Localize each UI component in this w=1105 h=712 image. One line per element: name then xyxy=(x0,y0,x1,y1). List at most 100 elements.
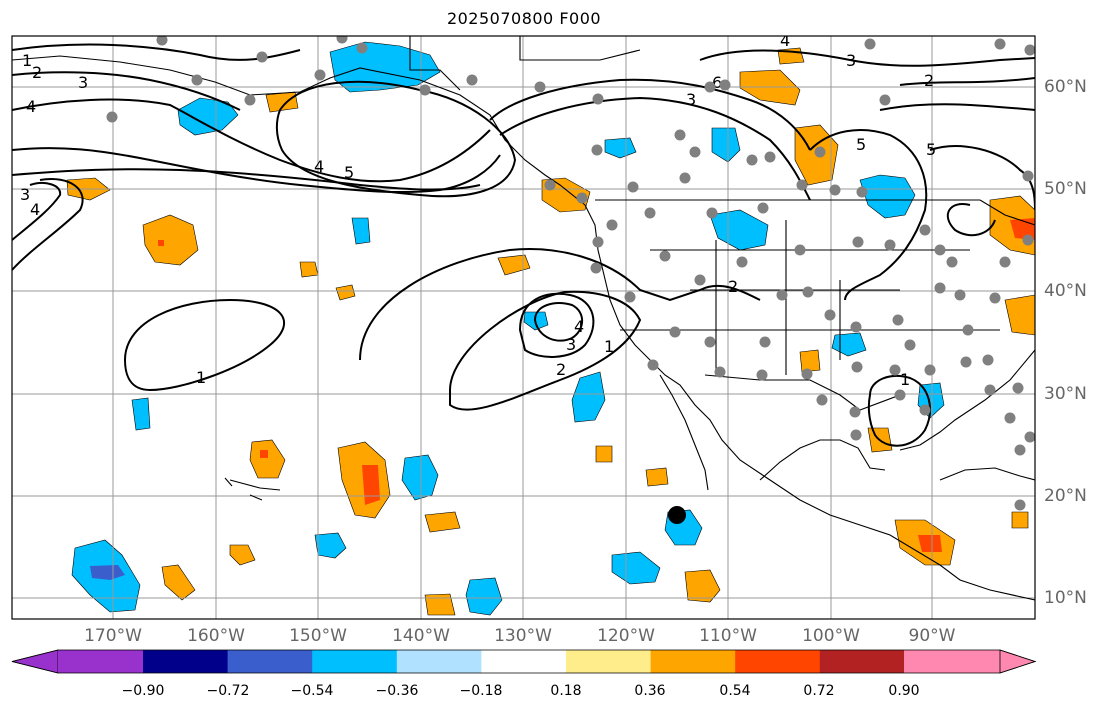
station-dot xyxy=(954,289,966,301)
colorbar-tick-label: 0.18 xyxy=(550,683,582,699)
lon-label: 90°W xyxy=(908,626,956,646)
negative-anomaly-area xyxy=(314,532,347,559)
colorbar-segment xyxy=(904,650,1000,673)
station-dot xyxy=(694,274,706,286)
station-dot xyxy=(999,256,1011,268)
station-dot xyxy=(934,244,946,256)
station-dot xyxy=(544,179,556,191)
station-dot xyxy=(314,69,326,81)
colorbar-tick-label: 0.54 xyxy=(719,683,751,699)
positive-anomaly-area xyxy=(645,467,669,487)
station-dot xyxy=(814,146,826,158)
station-dot xyxy=(1022,170,1034,182)
positive-anomaly-area xyxy=(684,569,721,603)
lon-label: 120°W xyxy=(597,626,655,646)
station-dot xyxy=(850,321,862,333)
station-dot xyxy=(904,339,916,351)
station-dot xyxy=(984,384,996,396)
negative-anomaly-area xyxy=(329,41,441,93)
contour-label: 3 xyxy=(78,73,88,92)
colorbar-segment xyxy=(58,650,143,673)
contour-label: 2 xyxy=(32,63,42,82)
negative-anomaly-area xyxy=(711,127,741,163)
station-dot xyxy=(704,81,716,93)
station-dot xyxy=(659,250,671,262)
colorbar-segment xyxy=(650,650,736,673)
station-dot xyxy=(592,236,604,248)
station-dot xyxy=(606,219,618,231)
coastlines xyxy=(12,36,1035,601)
colorbar-segment xyxy=(312,650,398,673)
station-dot xyxy=(534,81,546,93)
station-dot xyxy=(850,429,862,441)
contour-label: 4 xyxy=(780,31,790,50)
lon-label: 160°W xyxy=(187,626,245,646)
positive-anomaly-area xyxy=(335,284,356,301)
contour-label: 4 xyxy=(30,200,40,219)
positive-anomaly-area xyxy=(497,254,531,276)
colorbar-segment xyxy=(481,650,567,673)
lat-label: 40°N xyxy=(1044,281,1087,301)
negative-anomaly-area xyxy=(351,217,371,245)
station-dot xyxy=(156,36,168,46)
station-dot xyxy=(919,224,931,236)
station-dot xyxy=(756,369,768,381)
station-dot xyxy=(1012,382,1024,394)
negative-anomaly-area xyxy=(859,174,916,219)
station-dot xyxy=(689,146,701,158)
station-dot xyxy=(994,38,1006,50)
anomaly-contours xyxy=(12,43,1035,447)
colorbar-outline xyxy=(11,649,1037,674)
contour-label: 4 xyxy=(314,157,324,176)
contour-label: 3 xyxy=(846,51,856,70)
lat-lon-grid xyxy=(12,36,1035,619)
positive-anomaly-area xyxy=(299,261,319,278)
highlighted-location-marker[interactable] xyxy=(668,506,686,524)
contour-label: 3 xyxy=(566,335,576,354)
station-dot xyxy=(419,84,431,96)
positive-anomaly-area xyxy=(142,214,199,266)
colorbar-tick-label: −0.36 xyxy=(375,683,419,699)
colorbar xyxy=(11,649,1037,674)
station-dot xyxy=(802,286,814,298)
station-dot xyxy=(466,74,478,86)
station-dot xyxy=(624,291,636,303)
positive-anomaly-area xyxy=(595,445,613,463)
colorbar-tick-label: 0.36 xyxy=(634,683,666,699)
positive-anomaly-area xyxy=(249,439,286,479)
contour-label: 5 xyxy=(856,135,866,154)
station-dot xyxy=(764,151,776,163)
station-dot xyxy=(982,354,994,366)
station-dot xyxy=(1014,444,1026,456)
positive-anomaly-area xyxy=(265,91,299,113)
contour-label: 5 xyxy=(344,163,354,182)
station-dot xyxy=(1014,499,1026,511)
station-dot xyxy=(647,359,659,371)
lon-label: 140°W xyxy=(392,626,450,646)
positive-anomaly-area xyxy=(260,450,268,458)
station-dot xyxy=(627,181,639,193)
positive-anomaly-area xyxy=(1010,218,1035,240)
station-dot xyxy=(714,366,726,378)
contour-label: 3 xyxy=(20,185,30,204)
station-dot xyxy=(924,364,936,376)
contour-labels: 1 2 3 4 3 4 4 5 1 2 3 4 1 3 6 5 5 3 2 2 … xyxy=(20,31,936,389)
station-dot xyxy=(759,336,771,348)
negative-anomaly-area xyxy=(571,371,606,423)
station-dot xyxy=(356,42,368,54)
contour-label: 1 xyxy=(900,370,910,389)
colorbar-tick-label: −0.90 xyxy=(121,683,165,699)
station-dot xyxy=(829,184,841,196)
lon-label: 170°W xyxy=(84,626,142,646)
contour-label: 4 xyxy=(574,317,584,336)
negative-anomaly-area xyxy=(465,577,503,616)
station-dot xyxy=(746,154,758,166)
positive-anomaly-area xyxy=(161,564,196,601)
anomaly-shading xyxy=(66,41,1035,616)
colorbar-segment xyxy=(566,650,652,673)
station-dot xyxy=(757,202,769,214)
station-dot xyxy=(256,51,268,63)
station-dot xyxy=(1024,431,1035,443)
station-dot xyxy=(576,192,588,204)
